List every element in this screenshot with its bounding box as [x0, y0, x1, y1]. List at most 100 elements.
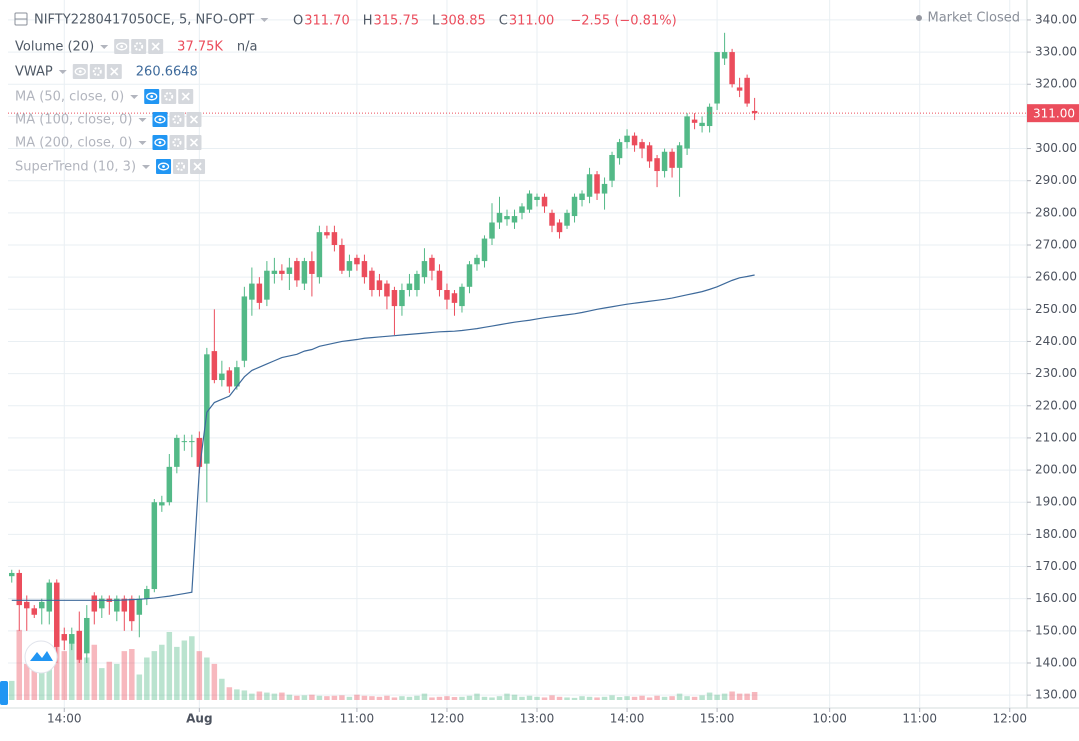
market-status: Market Closed — [928, 11, 1021, 26]
remove-button[interactable] — [178, 89, 194, 104]
y-tick-label: 340.00 — [1035, 12, 1077, 26]
candle-body — [354, 257, 360, 265]
eye-button[interactable] — [152, 112, 168, 127]
eye-button[interactable] — [152, 135, 168, 150]
remove-button[interactable] — [186, 112, 202, 127]
candle-body — [279, 270, 285, 274]
volume-bar — [106, 661, 113, 700]
x-tick-label: 11:00 — [902, 712, 937, 726]
volume-bar — [459, 696, 465, 700]
volume-bar — [549, 695, 555, 700]
candle-body — [256, 283, 263, 303]
volume-bar — [624, 696, 630, 700]
volume-pane — [9, 629, 758, 700]
volume-bar — [84, 657, 90, 700]
settings-button[interactable] — [89, 64, 105, 79]
settings-button[interactable] — [169, 135, 185, 150]
x-tick-label: Aug — [186, 712, 212, 726]
dropdown-caret[interactable] — [100, 45, 109, 49]
settings-button[interactable] — [161, 89, 177, 104]
candle-body — [714, 52, 720, 104]
x-tick-label: 12:00 — [430, 712, 465, 726]
candle-body — [159, 502, 165, 506]
candle-body — [309, 261, 315, 274]
eye-button[interactable] — [156, 159, 172, 174]
x-tick-label: 14:00 — [610, 712, 645, 726]
study-name: MA (200, close, 0) — [15, 136, 132, 151]
candle-body — [571, 196, 578, 217]
study-name: Volume (20) — [15, 40, 94, 55]
dropdown-caret[interactable] — [58, 70, 67, 74]
dropdown-caret[interactable] — [260, 18, 269, 22]
volume-bar — [166, 632, 173, 700]
candle-body — [624, 135, 630, 143]
x-tick-label: 14:00 — [47, 712, 82, 726]
candle-body — [609, 154, 615, 181]
grid — [8, 0, 1027, 708]
volume-bar — [706, 692, 713, 700]
dropdown-caret[interactable] — [130, 95, 139, 99]
volume-bar — [324, 696, 330, 700]
y-tick-label: 170.00 — [1035, 559, 1077, 573]
eye-pupil — [120, 45, 124, 48]
remove-button[interactable] — [148, 39, 164, 54]
eye-button[interactable] — [144, 89, 160, 104]
candle-body — [691, 119, 698, 123]
volume-bar — [31, 659, 38, 700]
dropdown-caret[interactable] — [138, 141, 147, 145]
volume-bar — [279, 692, 285, 700]
settings-button[interactable] — [131, 39, 147, 54]
remove-button[interactable] — [106, 64, 122, 79]
volume-bar — [571, 697, 578, 700]
volume-bar — [99, 668, 105, 700]
settings-icon — [161, 89, 177, 104]
cross-shape — [151, 42, 160, 51]
eye-shape — [157, 162, 170, 171]
candle-body — [654, 158, 660, 172]
volume-bar — [406, 696, 413, 700]
dropdown-caret[interactable] — [142, 165, 151, 169]
candle-body — [24, 601, 30, 609]
volume-bar — [226, 687, 233, 700]
remove-button[interactable] — [186, 135, 202, 150]
eye-button[interactable] — [72, 64, 88, 79]
candle-body — [196, 437, 203, 467]
volume-bar — [331, 695, 338, 700]
volume-bar — [684, 696, 690, 700]
candle-body — [151, 502, 158, 590]
volume-bar — [204, 657, 210, 700]
status-dot — [916, 15, 922, 21]
candle-body — [489, 222, 495, 239]
eye-button[interactable] — [114, 39, 130, 54]
candle-body — [511, 216, 518, 223]
ohlc-key: O — [293, 14, 303, 29]
candle-body — [466, 264, 473, 287]
x-tick-label: 13:00 — [520, 712, 555, 726]
volume-bar — [129, 649, 135, 700]
dropdown-caret[interactable] — [138, 118, 147, 122]
settings-button[interactable] — [169, 112, 185, 127]
candle-body — [736, 87, 743, 91]
y-tick-label: 230.00 — [1035, 366, 1077, 380]
settings-button[interactable] — [173, 159, 189, 174]
volume-bar — [309, 694, 315, 700]
volume-bar — [541, 697, 548, 700]
candle-body — [504, 216, 510, 220]
volume-bar — [144, 657, 150, 700]
eye-shape — [116, 42, 128, 51]
study-name: MA (100, close, 0) — [15, 113, 132, 128]
settings-icon — [169, 135, 185, 150]
candle-body — [61, 634, 68, 641]
volume-bar — [241, 690, 248, 700]
candle-body — [474, 257, 480, 265]
candle-body — [174, 437, 180, 467]
candle-body — [676, 145, 683, 168]
candle-body — [586, 174, 593, 197]
side-tab[interactable] — [0, 681, 8, 705]
volume-bar — [16, 629, 23, 700]
volume-bar — [399, 696, 405, 700]
ohlc-value: 311.00 — [509, 14, 555, 29]
remove-button[interactable] — [190, 159, 206, 174]
candle-body — [729, 52, 735, 85]
